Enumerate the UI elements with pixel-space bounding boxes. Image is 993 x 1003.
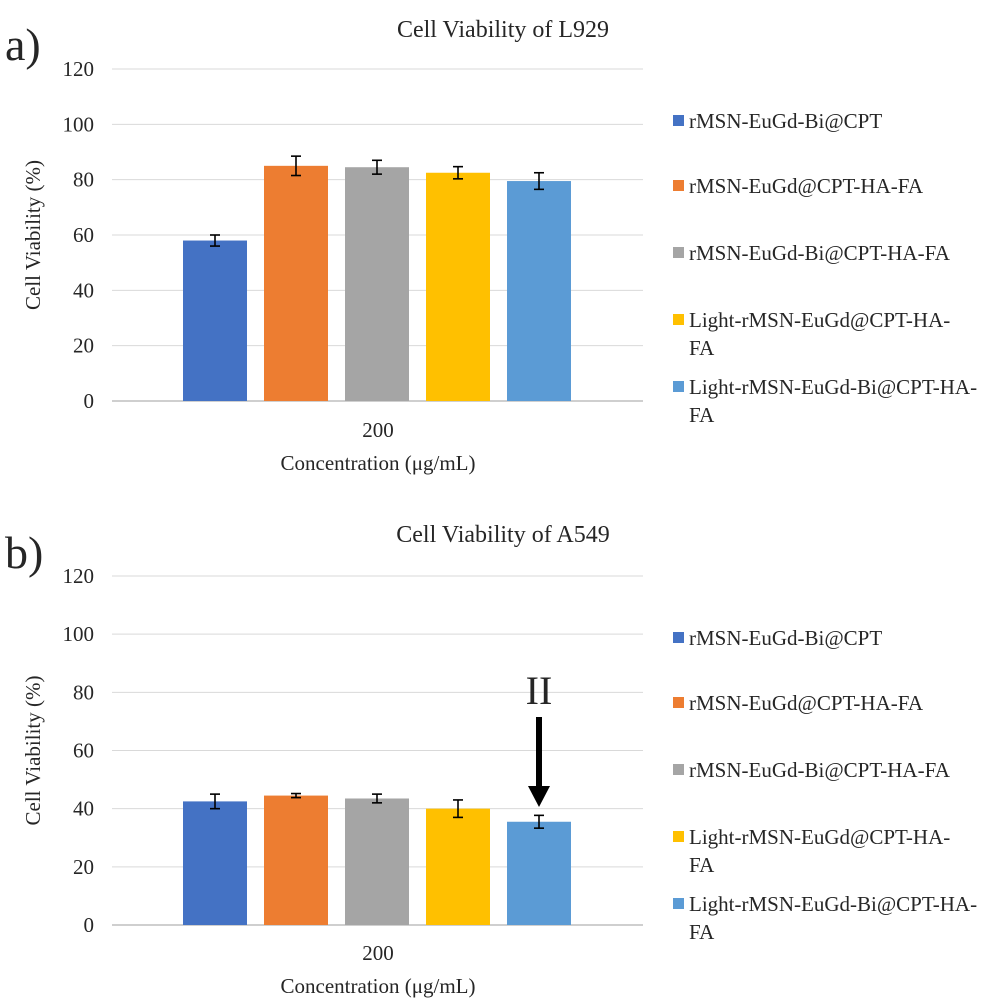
legend-swatch xyxy=(673,314,684,325)
panel-a-letter: a) xyxy=(5,19,41,70)
bar xyxy=(264,795,328,925)
plots: 0 20 40 60 80 100 120 Cell Viability of L929 Cel… xyxy=(21,17,977,998)
legend-label: rMSN-EuGd-Bi@CPT-HA-FA xyxy=(689,758,951,782)
legend-label-line: FA xyxy=(689,853,715,877)
legend-label-line: Light-rMSN-EuGd-Bi@CPT-HA- xyxy=(689,375,977,399)
legend-label-line: Light-rMSN-EuGd-Bi@CPT-HA- xyxy=(689,892,977,916)
plot-panel-a: 0 20 40 60 80 100 120 Cell Viability of L929 Cel… xyxy=(21,17,977,475)
legend-label-line: FA xyxy=(689,920,715,944)
legend-label: rMSN-EuGd-Bi@CPT xyxy=(689,109,882,133)
legend: rMSN-EuGd-Bi@CPT rMSN-EuGd@CPT-HA-FA rMSN-… xyxy=(673,626,977,944)
legend-label: Light-rMSN-EuGd@CPT-HA- FA xyxy=(689,308,950,360)
bar xyxy=(345,167,409,401)
bar xyxy=(183,801,247,925)
legend-label-line: Light-rMSN-EuGd@CPT-HA- xyxy=(689,308,950,332)
x-axis-label: Concentration (μg/mL) xyxy=(281,974,476,998)
y-tick-label: 0 xyxy=(84,913,95,937)
legend-swatch xyxy=(673,764,684,775)
chart-title: Cell Viability of A549 xyxy=(396,522,609,548)
legend-swatch xyxy=(673,115,684,126)
legend-label-line: Light-rMSN-EuGd@CPT-HA- xyxy=(689,825,950,849)
y-tick-label: 80 xyxy=(73,168,94,192)
arrow-head xyxy=(528,786,550,807)
bar xyxy=(426,172,490,401)
plot-panel-b: 0 20 40 60 80 100 120 Cell Viability of A549 Cel… xyxy=(21,522,977,998)
bar xyxy=(507,181,571,401)
legend-swatch xyxy=(673,632,684,643)
legend-swatch xyxy=(673,898,684,909)
x-axis-label: Concentration (μg/mL) xyxy=(281,451,476,475)
panel-b-letter: b) xyxy=(5,527,43,578)
y-tick-label: 40 xyxy=(73,278,94,302)
y-tick-label: 40 xyxy=(73,797,94,821)
legend-swatch xyxy=(673,180,684,191)
x-tick-label: 200 xyxy=(362,418,394,442)
legend-label: rMSN-EuGd@CPT-HA-FA xyxy=(689,691,924,715)
legend-label: Light-rMSN-EuGd-Bi@CPT-HA- FA xyxy=(689,892,977,944)
bar xyxy=(345,798,409,925)
chart-title: Cell Viability of L929 xyxy=(397,17,609,43)
x-tick-label: 200 xyxy=(362,941,394,965)
legend-label: rMSN-EuGd-Bi@CPT-HA-FA xyxy=(689,241,951,265)
annotation-label: II xyxy=(526,668,553,713)
legend-label-line: FA xyxy=(689,403,715,427)
y-tick-label: 100 xyxy=(63,112,95,136)
y-tick-label: 120 xyxy=(63,57,95,81)
y-axis-label: Cell Viability (%) xyxy=(21,160,45,310)
y-tick-label: 80 xyxy=(73,680,94,704)
legend-label: Light-rMSN-EuGd-Bi@CPT-HA- FA xyxy=(689,375,977,427)
legend: rMSN-EuGd-Bi@CPT rMSN-EuGd@CPT-HA-FA rMSN-… xyxy=(673,109,977,427)
bar xyxy=(264,165,328,401)
legend-swatch xyxy=(673,697,684,708)
bar xyxy=(183,240,247,401)
y-tick-label: 100 xyxy=(63,622,95,646)
legend-label-line: FA xyxy=(689,336,715,360)
y-tick-label: 20 xyxy=(73,855,94,879)
legend-swatch xyxy=(673,831,684,842)
legend-label: Light-rMSN-EuGd@CPT-HA- FA xyxy=(689,825,950,877)
y-tick-label: 120 xyxy=(63,564,95,588)
legend-swatch xyxy=(673,381,684,392)
legend-label: rMSN-EuGd-Bi@CPT xyxy=(689,626,882,650)
y-tick-label: 0 xyxy=(84,389,95,413)
y-tick-label: 60 xyxy=(73,223,94,247)
y-axis-label: Cell Viability (%) xyxy=(21,675,45,825)
annotation-marker: II xyxy=(526,668,553,807)
legend-label: rMSN-EuGd@CPT-HA-FA xyxy=(689,174,924,198)
bar xyxy=(507,821,571,925)
y-tick-label: 60 xyxy=(73,739,94,763)
y-tick-label: 20 xyxy=(73,334,94,358)
legend-swatch xyxy=(673,247,684,258)
bar xyxy=(426,808,490,925)
